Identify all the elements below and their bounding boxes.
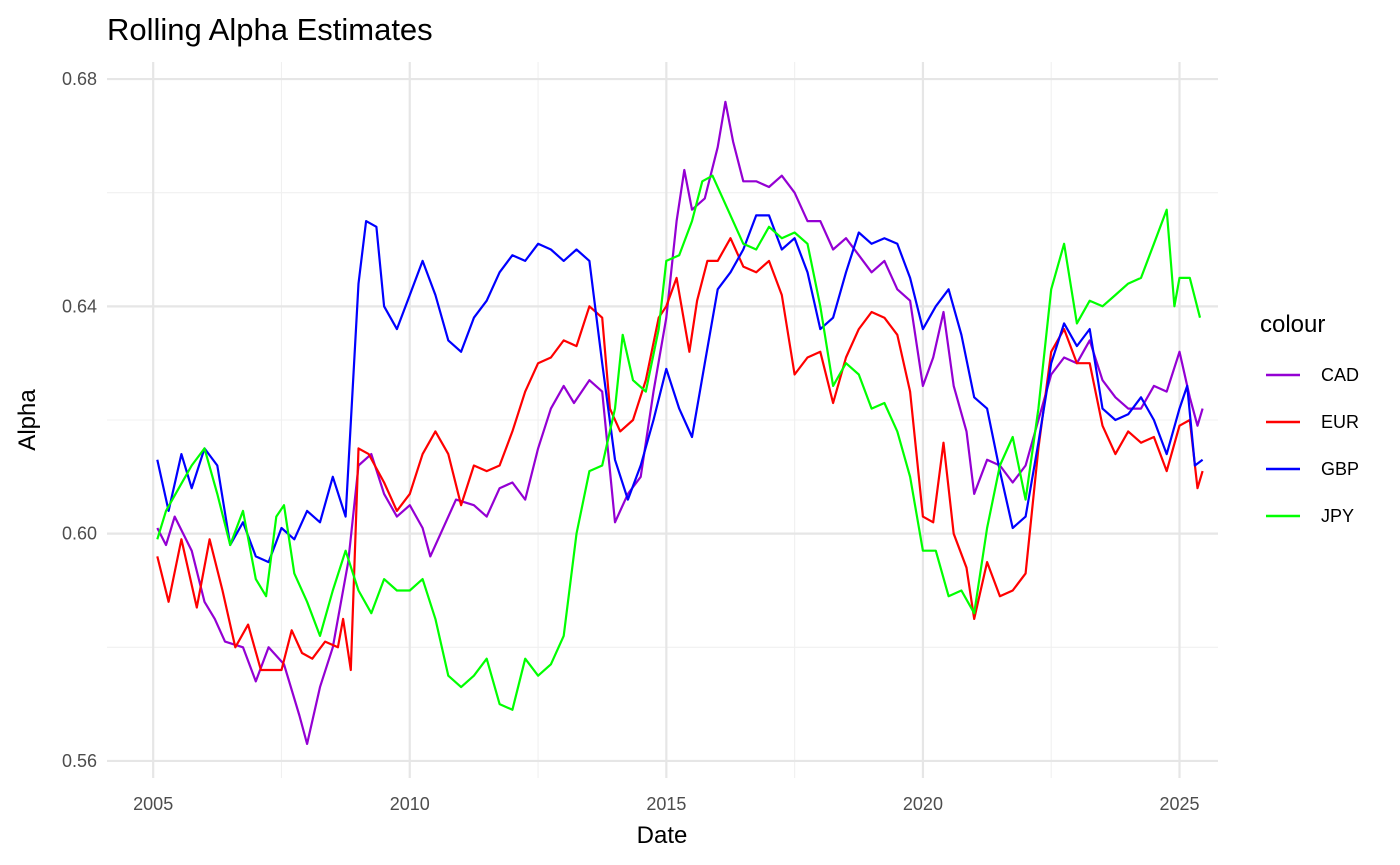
legend-title: colour [1260,311,1325,338]
y-axis-title: Alpha [14,389,41,451]
x-tick-label: 2025 [1159,794,1199,814]
y-tick-label: 0.64 [62,296,97,316]
x-tick-label: 2010 [390,794,430,814]
legend-label-gbp: GBP [1321,459,1359,479]
x-tick-label: 2015 [646,794,686,814]
legend-label-jpy: JPY [1321,506,1354,526]
x-tick-label: 2020 [903,794,943,814]
x-tick-label: 2005 [133,794,173,814]
major-gridlines [107,62,1218,778]
y-tick-label: 0.60 [62,524,97,544]
y-tick-label: 0.56 [62,751,97,771]
series-line-jpy [156,174,1202,711]
x-axis-tick-labels: 2005 2010 2015 2020 2025 [133,794,1199,814]
x-axis-title: Date [637,822,688,849]
y-tick-label: 0.68 [62,69,97,89]
series-lines [156,100,1204,746]
chart-title: Rolling Alpha Estimates [107,12,433,47]
legend-label-cad: CAD [1321,365,1359,385]
minor-gridlines [107,62,1218,778]
y-axis-tick-labels: 0.56 0.60 0.64 0.68 [62,69,97,771]
series-line-gbp [156,214,1204,564]
legend: colour CAD EUR GBP JPY [1260,311,1359,526]
series-line-eur [156,237,1204,672]
legend-label-eur: EUR [1321,412,1359,432]
legend-items: CAD EUR GBP JPY [1266,365,1359,526]
